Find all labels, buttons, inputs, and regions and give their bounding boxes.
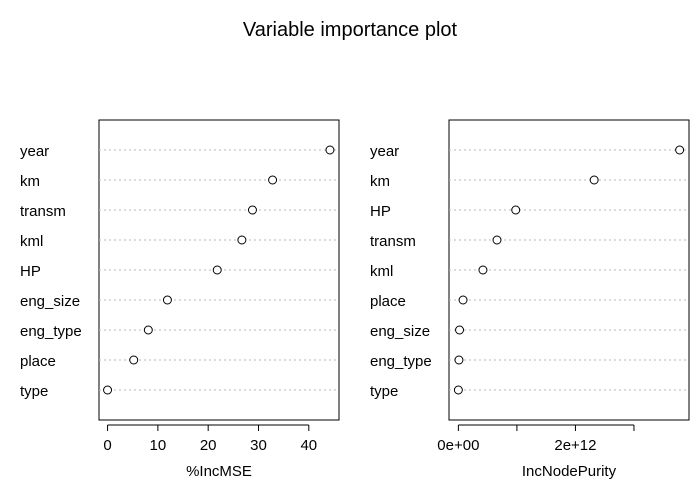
x-tick-label: 30 [250,437,267,454]
category-label: type [20,383,48,400]
category-label: eng_size [370,323,430,340]
data-point [455,325,465,335]
x-axis-label: IncNodePurity [522,463,617,480]
panel-2: year km HP transm kml place eng_size eng_typety… [370,119,690,480]
category-label: year [370,143,399,160]
category-label: kml [370,263,393,280]
chart-title: Variable importance plot [243,19,458,41]
x-tick-label: 2e+12 [554,437,596,454]
x-axis-label: %IncMSE [186,463,252,480]
category-label: type [370,383,398,400]
data-point [237,235,247,245]
data-point [492,235,502,245]
category-label: place [20,353,56,370]
data-point [325,145,335,155]
data-point [247,205,257,215]
data-point [162,295,172,305]
data-point [143,325,153,335]
data-point [458,295,468,305]
category-label: HP [370,203,391,220]
x-tick-label: 10 [150,437,167,454]
category-label: km [20,173,40,190]
x-tick-label: 0e+00 [437,437,479,454]
x-tick-label: 0 [103,437,111,454]
category-label: HP [20,263,41,280]
category-label: eng_type [370,353,432,370]
data-point [212,265,222,275]
category-label: transm [370,233,416,250]
category-label: eng_size [20,293,80,310]
data-point [589,175,599,185]
x-tick-label: 20 [200,437,217,454]
category-label: km [370,173,390,190]
data-point [453,385,463,395]
category-label: kml [20,233,43,250]
category-label: year [20,143,49,160]
data-point [478,265,488,275]
data-point [511,205,521,215]
x-tick-label: 40 [300,437,317,454]
data-point [268,175,278,185]
category-label: transm [20,203,66,220]
data-point [454,355,464,365]
data-point [103,385,113,395]
data-point [129,355,139,365]
data-point [675,145,685,155]
category-label: place [370,293,406,310]
category-label: eng_type [20,323,82,340]
